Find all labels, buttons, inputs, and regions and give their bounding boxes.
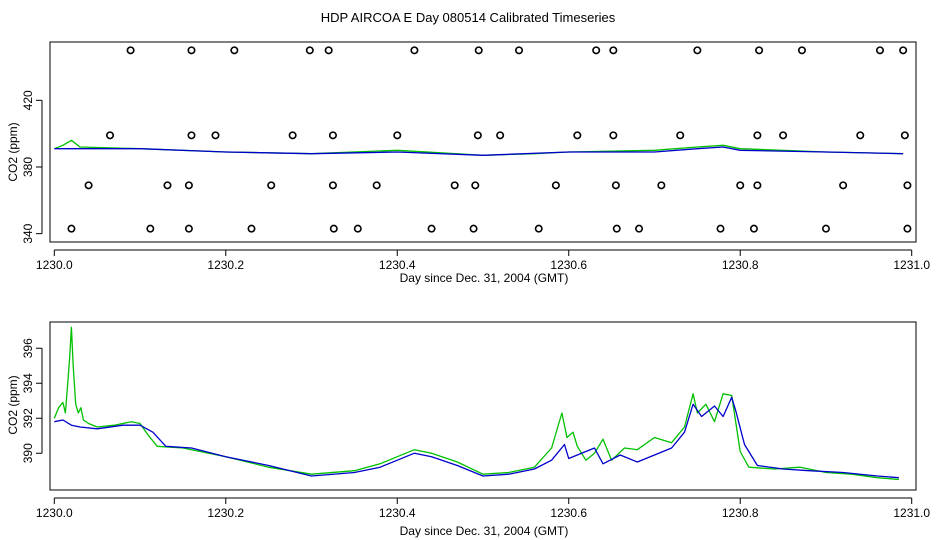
top-x-tick-label: 1230.4 [379, 258, 416, 272]
top-data-point [393, 131, 402, 140]
top-data-point [693, 46, 702, 55]
bottom-series-line-blue [54, 396, 899, 479]
top-data-point [184, 224, 193, 233]
bottom-x-axis-label: Day since Dec. 31, 2004 (GMT) [400, 524, 569, 538]
top-data-point [288, 131, 297, 140]
top-data-point [267, 181, 276, 190]
top-data-point [551, 181, 560, 190]
top-data-point [534, 224, 543, 233]
bottom-series-line-green [53, 326, 899, 481]
top-data-point [779, 131, 788, 140]
bottom-x-tick-label: 1230.8 [722, 506, 759, 520]
top-data-point [657, 181, 666, 190]
top-data-point [875, 46, 884, 55]
top-data-point [211, 131, 220, 140]
top-series-line-blue [54, 146, 904, 156]
top-panel: Day since Dec. 31, 2004 (GMT) CO2 (ppm) … [6, 41, 930, 285]
top-data-point [146, 224, 155, 233]
top-data-point [329, 224, 338, 233]
top-data-point [328, 181, 337, 190]
top-data-point [106, 131, 115, 140]
top-data-point [473, 131, 482, 140]
chart-title: HDP AIRCOA E Day 080514 Calibrated Times… [321, 10, 616, 25]
top-data-point [126, 46, 135, 55]
top-data-point [67, 224, 76, 233]
top-data-point [856, 131, 865, 140]
top-data-point [230, 46, 239, 55]
top-data-point [797, 46, 806, 55]
bottom-x-tick-label: 1230.0 [36, 506, 73, 520]
bottom-x-tick-label: 1230.2 [207, 506, 244, 520]
top-data-point [899, 46, 908, 55]
top-data-point [676, 131, 685, 140]
top-data-point [755, 46, 764, 55]
top-y-tick-label: 420 [21, 90, 35, 110]
top-data-point [716, 224, 725, 233]
top-data-point [753, 181, 762, 190]
top-data-point [471, 181, 480, 190]
top-data-point [469, 224, 478, 233]
top-x-tick-label: 1230.6 [550, 258, 587, 272]
bottom-panel: Day since Dec. 31, 2004 (GMT) CO2 (ppm) … [6, 321, 930, 538]
top-data-point [611, 181, 620, 190]
top-data-point [187, 131, 196, 140]
top-x-tick-label: 1230.2 [207, 258, 244, 272]
top-data-point [184, 181, 193, 190]
bottom-y-tick-label: 392 [21, 408, 35, 428]
top-data-point [839, 181, 848, 190]
top-series-line-green [54, 139, 904, 156]
top-data-point [328, 131, 337, 140]
top-y-axis-label: CO2 (ppm) [6, 122, 20, 181]
top-data-point [247, 224, 256, 233]
top-data-point [515, 46, 524, 55]
bottom-x-tick-label: 1230.6 [550, 506, 587, 520]
top-data-point [753, 131, 762, 140]
top-data-point [609, 46, 618, 55]
top-data-point [410, 46, 419, 55]
top-plot-frame [49, 41, 917, 243]
top-y-tick-label: 340 [21, 223, 35, 243]
top-data-point [609, 131, 618, 140]
top-data-point [163, 181, 172, 190]
top-data-point [450, 181, 459, 190]
top-data-point [305, 46, 314, 55]
bottom-y-axis-label: CO2 (ppm) [6, 375, 20, 434]
top-data-point [496, 131, 505, 140]
top-data-point [474, 46, 483, 55]
top-data-point [749, 224, 758, 233]
top-data-point [592, 46, 601, 55]
top-data-point [324, 46, 333, 55]
bottom-y-tick-label: 394 [21, 373, 35, 393]
bottom-x-tick-label: 1231.0 [893, 506, 930, 520]
top-data-point [635, 224, 644, 233]
bottom-y-tick-label: 390 [21, 443, 35, 463]
top-x-tick-label: 1231.0 [893, 258, 930, 272]
top-data-point [903, 224, 912, 233]
top-data-point [903, 181, 912, 190]
top-data-point [84, 181, 93, 190]
top-x-tick-label: 1230.0 [36, 258, 73, 272]
bottom-x-tick-label: 1230.4 [379, 506, 416, 520]
top-data-point [573, 131, 582, 140]
bottom-plot-frame [49, 321, 917, 491]
top-data-point [372, 181, 381, 190]
top-data-point [427, 224, 436, 233]
top-data-point [612, 224, 621, 233]
top-y-tick-label: 380 [21, 157, 35, 177]
bottom-y-tick-label: 396 [21, 338, 35, 358]
top-x-axis-label: Day since Dec. 31, 2004 (GMT) [400, 271, 569, 285]
top-data-point [736, 181, 745, 190]
top-x-tick-label: 1230.8 [722, 258, 759, 272]
top-data-point [900, 131, 909, 140]
top-data-point [353, 224, 362, 233]
top-data-point [821, 224, 830, 233]
top-data-point [187, 46, 196, 55]
